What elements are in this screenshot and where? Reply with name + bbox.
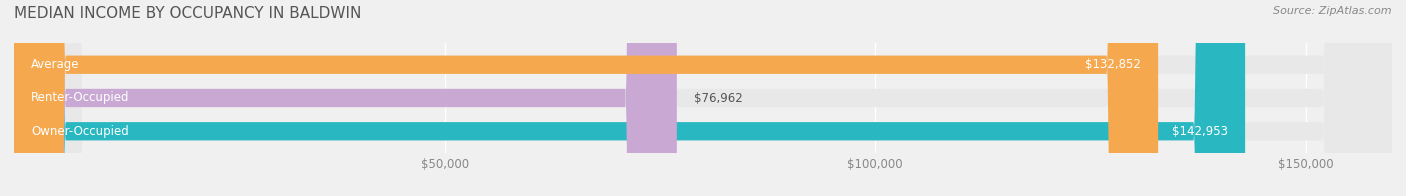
FancyBboxPatch shape: [14, 0, 1159, 196]
FancyBboxPatch shape: [14, 0, 1392, 196]
Text: Average: Average: [31, 58, 80, 71]
FancyBboxPatch shape: [14, 0, 676, 196]
Text: Source: ZipAtlas.com: Source: ZipAtlas.com: [1274, 6, 1392, 16]
Text: Renter-Occupied: Renter-Occupied: [31, 92, 129, 104]
Text: $142,953: $142,953: [1173, 125, 1227, 138]
FancyBboxPatch shape: [14, 0, 1246, 196]
Text: $132,852: $132,852: [1085, 58, 1140, 71]
FancyBboxPatch shape: [14, 0, 1392, 196]
FancyBboxPatch shape: [14, 0, 1392, 196]
Text: Owner-Occupied: Owner-Occupied: [31, 125, 129, 138]
Text: $76,962: $76,962: [695, 92, 742, 104]
Text: MEDIAN INCOME BY OCCUPANCY IN BALDWIN: MEDIAN INCOME BY OCCUPANCY IN BALDWIN: [14, 6, 361, 21]
